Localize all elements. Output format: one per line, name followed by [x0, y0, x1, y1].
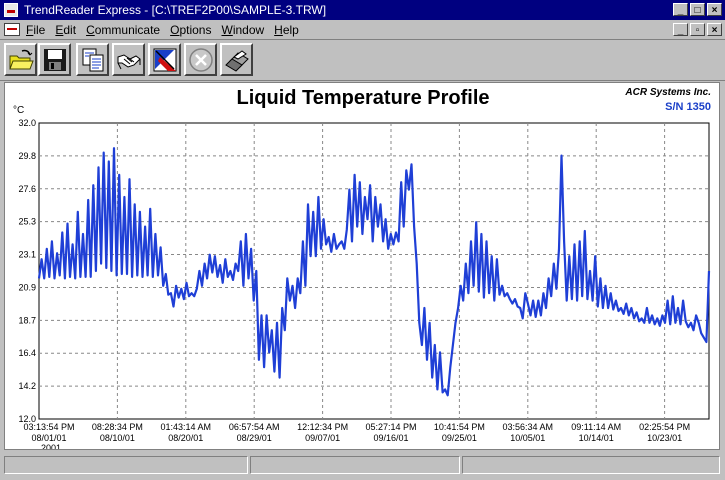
toolbar [0, 40, 725, 81]
communicate-button[interactable] [112, 43, 145, 76]
y-tick-label: 23.1 [18, 250, 36, 260]
title-bar[interactable]: TrendReader Express - [C:\TREF2P00\SAMPL… [0, 0, 725, 20]
doc-close-button[interactable]: × [707, 23, 722, 36]
open-folder-icon [9, 49, 34, 70]
document-icon[interactable] [4, 23, 20, 36]
temperature-series-line [37, 147, 711, 397]
y-tick-label: 29.8 [18, 151, 36, 161]
status-panel-1 [4, 456, 248, 474]
x-tick-time-label: 02:25:54 PM [639, 422, 690, 432]
plot-frame [38, 122, 710, 420]
menu-edit[interactable]: Edit [55, 23, 77, 37]
chart-panel: Liquid Temperature Profile ACR Systems I… [4, 82, 720, 450]
x-tick-date-label: 08/20/01 [168, 433, 203, 443]
year-label: 2001 [41, 443, 61, 449]
open-button[interactable] [4, 43, 37, 76]
y-tick-label: 32.0 [18, 118, 36, 128]
print-button[interactable] [220, 43, 253, 76]
cancel-circle-icon [189, 48, 213, 72]
flag-graph-icon [153, 48, 177, 72]
x-tick-time-label: 03:13:54 PM [23, 422, 74, 432]
x-tick-time-label: 03:56:34 AM [503, 422, 554, 432]
x-tick-time-label: 10:41:54 PM [434, 422, 485, 432]
window-title: TrendReader Express - [C:\TREF2P00\SAMPL… [24, 3, 327, 17]
status-bar [0, 452, 725, 480]
printer-icon [225, 50, 249, 72]
company-label: ACR Systems Inc. [625, 87, 711, 98]
x-tick-date-label: 09/16/01 [373, 433, 408, 443]
doc-restore-button[interactable]: ▫ [690, 23, 705, 36]
graph-button[interactable] [148, 43, 181, 76]
copy-button[interactable] [76, 43, 109, 76]
menu-window[interactable]: Window [221, 23, 265, 37]
maximize-button[interactable]: □ [690, 3, 705, 16]
x-tick-date-label: 10/23/01 [647, 433, 682, 443]
x-tick-time-label: 12:12:34 PM [297, 422, 348, 432]
x-tick-time-label: 01:43:14 AM [161, 422, 212, 432]
menu-communicate[interactable]: Communicate [86, 23, 161, 37]
x-tick-date-label: 08/10/01 [100, 433, 135, 443]
serial-number: S/N 1350 [665, 101, 711, 113]
save-disk-icon [44, 49, 66, 71]
y-tick-label: 18.7 [18, 315, 36, 325]
temperature-chart: 32.0 29.8 27.6 25.3 23.1 20.9 18.7 16.4 14.2 12.0… [18, 118, 711, 449]
save-button[interactable] [38, 43, 71, 76]
menu-bar: File Edit Communicate Options Window Hel… [0, 21, 725, 40]
x-tick-time-label: 08:28:34 PM [92, 422, 143, 432]
x-tick-time-label: 09:11:14 AM [571, 422, 621, 432]
y-tick-label: 14.2 [18, 381, 36, 391]
menu-options[interactable]: Options [170, 23, 212, 37]
x-tick-date-label: 10/05/01 [510, 433, 545, 443]
doc-minimize-button[interactable]: _ [673, 23, 688, 36]
menu-file[interactable]: File [26, 23, 46, 37]
y-unit-label: °C [13, 105, 25, 116]
close-button[interactable]: × [707, 3, 722, 16]
y-tick-label: 20.9 [18, 282, 36, 292]
x-tick-time-label: 05:27:14 PM [365, 422, 416, 432]
status-panel-3 [462, 456, 720, 474]
document-caption-buttons: _ ▫ × [673, 23, 722, 36]
y-tick-label: 12.0 [18, 414, 36, 424]
x-tick-date-label: 09/07/01 [305, 433, 340, 443]
menu-help[interactable]: Help [274, 23, 299, 37]
cancel-button[interactable] [184, 43, 217, 76]
x-tick-date-label: 08/01/01 [31, 433, 66, 443]
chart-title: Liquid Temperature Profile [236, 87, 490, 109]
y-tick-label: 16.4 [18, 348, 36, 358]
app-icon[interactable] [4, 3, 18, 17]
status-panel-2 [250, 456, 460, 474]
y-tick-label: 25.3 [18, 217, 36, 227]
x-tick-date-label: 10/14/01 [579, 433, 614, 443]
minimize-button[interactable]: _ [673, 3, 688, 16]
copy-pages-icon [82, 48, 104, 72]
x-tick-date-label: 08/29/01 [237, 433, 272, 443]
x-tick-date-label: 09/25/01 [442, 433, 477, 443]
caption-buttons: _ □ × [673, 3, 722, 16]
y-tick-label: 27.6 [18, 184, 36, 194]
x-tick-time-label: 06:57:54 AM [229, 422, 280, 432]
handshake-icon [117, 54, 141, 70]
